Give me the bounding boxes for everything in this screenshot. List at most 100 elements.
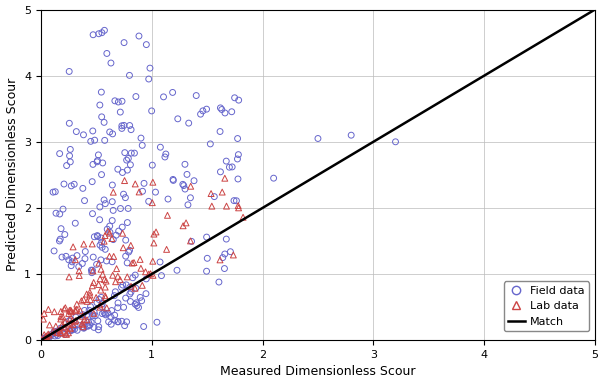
- Point: [391, 139, 400, 145]
- Point: [118, 230, 127, 236]
- Point: [106, 314, 116, 320]
- Point: [96, 287, 106, 293]
- Point: [149, 240, 159, 246]
- Point: [220, 175, 230, 181]
- Point: [151, 229, 161, 235]
- Point: [234, 97, 243, 103]
- Point: [68, 255, 77, 261]
- Point: [106, 321, 116, 327]
- Point: [53, 333, 63, 339]
- Point: [45, 332, 54, 338]
- Point: [131, 285, 141, 291]
- Point: [85, 322, 95, 328]
- Point: [65, 146, 75, 152]
- Point: [121, 237, 130, 243]
- Point: [148, 179, 158, 185]
- Point: [80, 248, 90, 255]
- Point: [65, 326, 75, 332]
- Point: [56, 316, 66, 322]
- Point: [40, 335, 50, 341]
- Point: [82, 312, 91, 318]
- Point: [218, 255, 228, 261]
- Point: [121, 195, 130, 201]
- Point: [139, 180, 149, 186]
- Point: [86, 319, 96, 325]
- Point: [111, 289, 120, 295]
- Point: [72, 327, 82, 333]
- Point: [134, 189, 144, 195]
- Point: [68, 327, 77, 333]
- Point: [138, 188, 147, 194]
- Point: [113, 300, 123, 306]
- Point: [101, 312, 111, 318]
- Point: [117, 284, 126, 290]
- Point: [45, 322, 54, 328]
- Point: [220, 110, 230, 116]
- Point: [56, 330, 65, 336]
- Point: [50, 328, 59, 334]
- Point: [147, 162, 157, 168]
- Point: [70, 318, 80, 324]
- Point: [42, 334, 51, 340]
- Point: [41, 335, 51, 341]
- Point: [113, 319, 123, 325]
- Point: [88, 128, 98, 134]
- Point: [83, 298, 92, 305]
- Point: [148, 258, 158, 264]
- Point: [114, 228, 123, 234]
- Point: [86, 303, 95, 310]
- Point: [220, 265, 230, 271]
- Point: [71, 308, 80, 314]
- Point: [97, 301, 107, 307]
- Point: [120, 149, 130, 156]
- Point: [105, 229, 115, 235]
- Point: [104, 319, 114, 325]
- Point: [97, 30, 107, 36]
- Point: [121, 282, 131, 288]
- Point: [43, 335, 53, 341]
- Point: [109, 189, 118, 195]
- Point: [94, 296, 104, 303]
- Point: [40, 334, 50, 341]
- Point: [202, 255, 212, 262]
- Point: [103, 228, 112, 234]
- Point: [75, 317, 85, 323]
- Point: [51, 323, 60, 329]
- Point: [88, 179, 97, 185]
- Point: [130, 285, 140, 291]
- Point: [141, 41, 151, 48]
- Point: [156, 144, 165, 150]
- Point: [187, 238, 196, 245]
- Point: [40, 335, 50, 341]
- Point: [100, 233, 110, 239]
- Point: [60, 331, 69, 338]
- Point: [48, 329, 58, 335]
- Point: [66, 327, 76, 333]
- Point: [54, 238, 64, 244]
- Point: [202, 268, 211, 274]
- Point: [94, 152, 103, 158]
- Point: [66, 308, 76, 314]
- Point: [100, 137, 109, 144]
- Point: [155, 259, 165, 265]
- Point: [42, 333, 52, 339]
- Point: [68, 244, 78, 250]
- Point: [118, 282, 127, 288]
- Point: [64, 274, 74, 280]
- Point: [95, 102, 104, 108]
- Point: [43, 306, 53, 313]
- Point: [85, 289, 95, 295]
- Point: [228, 252, 238, 258]
- Point: [139, 323, 149, 329]
- Point: [185, 238, 195, 244]
- Point: [186, 183, 196, 189]
- Point: [125, 122, 135, 129]
- Point: [216, 105, 225, 111]
- X-axis label: Measured Dimensionless Scour: Measured Dimensionless Scour: [220, 366, 416, 379]
- Point: [100, 284, 110, 290]
- Point: [144, 271, 153, 277]
- Point: [70, 307, 80, 313]
- Point: [65, 316, 75, 322]
- Point: [71, 257, 80, 263]
- Point: [138, 282, 147, 288]
